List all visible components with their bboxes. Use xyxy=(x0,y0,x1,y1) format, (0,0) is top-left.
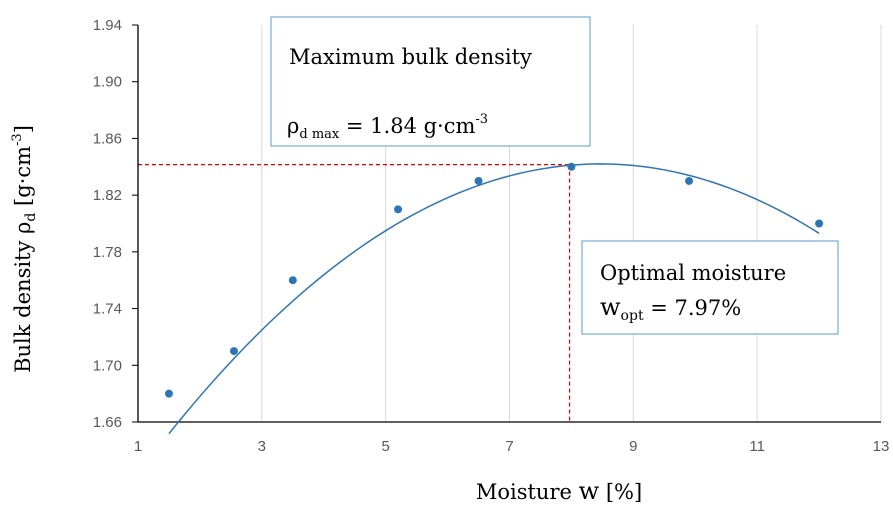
y-tick-label: 1.94 xyxy=(93,17,122,34)
x-tick-label: 13 xyxy=(873,438,890,455)
optimal-moisture-title: Optimal moisture xyxy=(600,261,786,285)
x-tick-label: 3 xyxy=(258,438,266,455)
y-axis-title-unit-close: ] xyxy=(11,125,35,133)
x-tick-label: 9 xyxy=(629,438,637,455)
max-density-title: Maximum bulk density xyxy=(289,45,532,69)
y-tick-label: 1.66 xyxy=(93,414,122,431)
tick-labels: 1 3 5 7 9 11 131.661.701.741.781.821.861.901.9… xyxy=(93,17,890,455)
y-axis-title: Bulk density ρd [g·cm-3] xyxy=(10,125,39,373)
y-axis-title-symbol: ρ xyxy=(11,222,35,234)
y-tick-label: 1.78 xyxy=(93,244,122,261)
y-axis-title-unit-exponent: -3 xyxy=(10,133,25,146)
x-tick-label: 11 xyxy=(749,438,765,455)
data-point xyxy=(394,205,403,214)
x-tick-label: 1 xyxy=(134,438,142,455)
axes xyxy=(132,24,881,423)
x-tick-label: 5 xyxy=(381,438,389,455)
x-axis-title-symbol: w xyxy=(579,477,600,505)
data-point xyxy=(567,162,576,171)
data-point xyxy=(288,276,297,285)
trendline-curve xyxy=(168,163,820,435)
y-axis-title-main: Bulk density xyxy=(11,234,35,373)
optimal-moisture-value: wopt = 7.97% xyxy=(600,293,741,324)
y-axis-title-subscript: d xyxy=(23,213,39,222)
optimal-moisture-subscript: opt xyxy=(621,308,644,324)
max-density-annotation: Maximum bulk density ρd max = 1.84 g·cm-… xyxy=(270,16,591,147)
y-tick-label: 1.90 xyxy=(93,74,122,91)
y-tick-label: 1.86 xyxy=(93,130,122,147)
max-density-value: ρd max = 1.84 g·cm-3 xyxy=(287,112,488,142)
optimal-moisture-box xyxy=(581,240,839,335)
max-density-box xyxy=(270,16,591,147)
x-tick-label: 7 xyxy=(505,438,513,455)
max-density-number: = 1.84 g·cm xyxy=(339,114,475,138)
trendline xyxy=(168,163,820,435)
x-axis-title-main: Moisture xyxy=(476,480,579,504)
max-density-subscript: d max xyxy=(299,127,340,142)
data-point xyxy=(229,347,238,356)
optimal-moisture-number: = 7.97% xyxy=(644,296,742,320)
y-tick-label: 1.70 xyxy=(93,357,122,374)
data-point xyxy=(164,389,173,398)
y-tick-label: 1.74 xyxy=(93,301,122,318)
optimal-moisture-symbol: w xyxy=(600,293,621,321)
optimal-moisture-annotation: Optimal moisture wopt = 7.97% xyxy=(581,240,839,335)
max-density-exponent: -3 xyxy=(475,112,488,127)
data-point xyxy=(474,176,483,185)
y-axis-title-unit: [g·cm xyxy=(11,146,35,213)
data-point xyxy=(815,219,824,228)
max-density-symbol: ρ xyxy=(287,114,299,138)
x-axis-title-unit: [%] xyxy=(599,480,642,504)
y-tick-label: 1.82 xyxy=(93,187,122,204)
data-points xyxy=(164,162,824,398)
reference-lines xyxy=(138,164,571,422)
x-axis-title: Moisture w [%] xyxy=(476,477,642,505)
data-point xyxy=(685,176,694,185)
